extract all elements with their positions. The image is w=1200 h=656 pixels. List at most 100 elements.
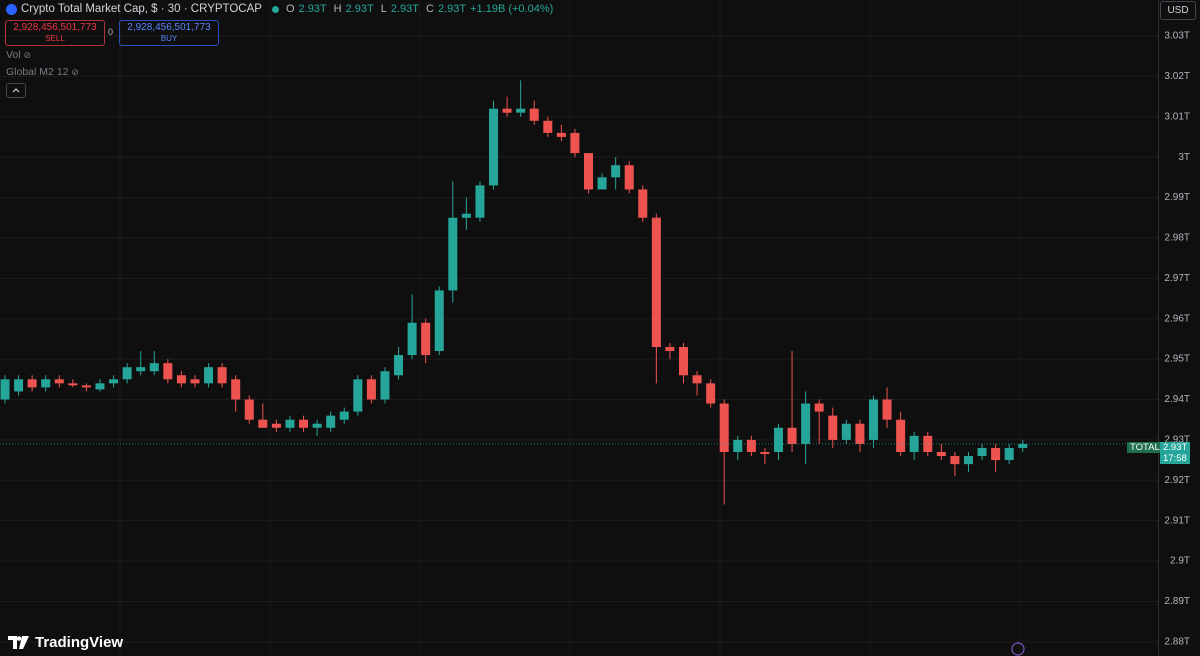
y-tick-label: 2.93T [1164, 435, 1190, 446]
candle-body [434, 290, 444, 352]
candle-body [163, 363, 173, 380]
legend-label: O [285, 3, 295, 15]
indicator-name: Vol [6, 49, 21, 61]
spread: 0 [108, 27, 114, 37]
candle-body [326, 415, 336, 428]
candle-body [461, 213, 471, 218]
buy-button[interactable]: 2,928,456,501,773 BUY [119, 20, 219, 46]
candle-body [801, 403, 811, 444]
brand-logo [8, 636, 29, 649]
candle-body [543, 120, 553, 133]
y-tick-label: 2.89T [1164, 596, 1190, 607]
candle-body [271, 423, 281, 428]
indicator-name: Global M2 12 [6, 66, 69, 78]
y-tick-label: 2.95T [1164, 354, 1190, 365]
candle-body [936, 452, 946, 457]
candle-body [353, 379, 363, 412]
market-status [271, 5, 279, 13]
legend-label: H [333, 3, 342, 15]
collapse-button[interactable] [6, 83, 26, 98]
candle-body [68, 383, 78, 386]
y-tick-label: 2.88T [1164, 637, 1190, 648]
candle-body [136, 367, 146, 372]
candle-body [285, 419, 295, 428]
candle-body [190, 379, 200, 384]
y-tick-label: 3.03T [1164, 31, 1190, 42]
indicator[interactable]: Global M2 12 ⊘ [6, 66, 79, 78]
candle-body [421, 322, 431, 356]
candle-body [258, 419, 268, 428]
legend-value: 2.93T [298, 3, 327, 15]
legend-value: 2.93T [390, 3, 420, 15]
candle-body [217, 367, 227, 384]
candle-body [746, 439, 756, 453]
y-tick-label: 2.91T [1164, 515, 1190, 526]
price-label-price: 2.93T [1160, 442, 1191, 453]
candle-body [149, 363, 159, 372]
legend-value: 2.93T [345, 3, 374, 15]
y-tick-label: 2.97T [1164, 273, 1190, 284]
indicator[interactable]: Vol ⊘ [6, 49, 32, 61]
candle-body [366, 379, 376, 400]
candle-body [692, 375, 702, 384]
candle-body [502, 108, 512, 113]
candle-body [706, 383, 716, 404]
brand[interactable]: TradingView [8, 634, 123, 651]
symbol-title[interactable]: Crypto Total Market Cap, $ · 30 · CRYPTO… [21, 3, 262, 15]
candle-body [597, 177, 607, 190]
candle-body [679, 346, 688, 376]
candle-body [868, 399, 878, 440]
candle-body [231, 379, 241, 400]
y-tick-label: 2.98T [1164, 233, 1190, 244]
candle-body [204, 367, 214, 384]
candle-body [1004, 447, 1014, 461]
candle-body [27, 379, 37, 388]
replay-icon [1011, 642, 1025, 656]
candle-body [882, 399, 892, 420]
candle-body [95, 383, 105, 390]
candle-body [312, 423, 322, 428]
candle-body [41, 379, 51, 388]
candle-body [299, 419, 309, 428]
candle-body [828, 415, 838, 440]
y-tick-label: 2.9T [1170, 556, 1190, 567]
candle-body [448, 217, 458, 291]
sell-button[interactable]: 2,928,456,501,773 SELL [5, 20, 105, 46]
candle-body [855, 423, 865, 444]
currency-button[interactable]: USD [1160, 1, 1196, 20]
candle-body [651, 217, 661, 347]
candle-body [529, 108, 539, 121]
candle-body [54, 379, 64, 384]
candle-body [407, 322, 417, 356]
legend-label: L [380, 3, 387, 15]
price-label-symbol: TOTAL [1127, 442, 1163, 453]
legend-label: C [426, 3, 434, 15]
buy-price: 2,928,456,501,773 [127, 22, 211, 33]
candle-body [773, 427, 783, 453]
y-tick-label: 3.01T [1164, 111, 1190, 122]
buy-label: BUY [160, 34, 178, 43]
candle-body [611, 165, 621, 178]
y-tick-label: 3T [1178, 152, 1190, 163]
candle-body [516, 108, 526, 113]
candle-body [733, 439, 743, 453]
candle-body [896, 419, 906, 453]
candle-body [109, 379, 119, 384]
candle-body [14, 379, 24, 392]
candle-body [176, 375, 186, 384]
sell-label: SELL [45, 34, 65, 43]
legend-value: 2.93T [437, 3, 467, 15]
candle-body [963, 456, 973, 465]
candle-body [909, 435, 919, 453]
candle-body [624, 165, 634, 190]
price-label-countdown: 17:58 [1160, 453, 1190, 464]
candle-body [841, 423, 851, 440]
candle-body [977, 447, 987, 457]
candle-body [991, 447, 1001, 461]
sell-price: 2,928,456,501,773 [13, 22, 97, 33]
candle-body [814, 403, 824, 412]
candle-body [584, 153, 594, 190]
candle-body [122, 367, 132, 380]
candle-body [394, 355, 404, 376]
